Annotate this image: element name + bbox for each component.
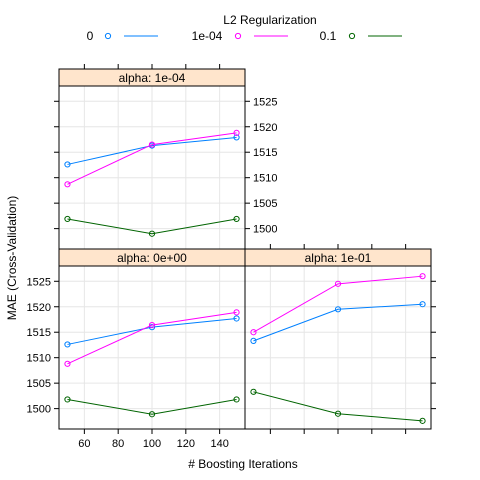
grid [59, 266, 245, 429]
y-tick-label: 1500 [253, 224, 277, 236]
data-point [64, 396, 71, 403]
data-point [148, 141, 156, 148]
series-1e-04 [250, 273, 426, 336]
x-tick-label: 80 [112, 438, 124, 450]
data-point [64, 360, 71, 367]
x-axis-title: # Boosting Iterations [188, 457, 297, 471]
strip-label: alpha: 1e-01 [305, 251, 372, 265]
series-1e-04 [64, 309, 240, 367]
series-0.1 [250, 388, 426, 424]
strip-label: alpha: 0e+00 [117, 251, 187, 265]
data-point [250, 388, 257, 395]
data-point [148, 321, 156, 329]
series-0 [64, 315, 240, 348]
data-point [334, 306, 342, 313]
legend-label: 0 [87, 29, 94, 43]
series-line [67, 398, 237, 415]
legend-label: 0.1 [320, 29, 337, 43]
series-0 [64, 134, 240, 168]
y-tick-label: 1510 [27, 353, 51, 365]
panel-alpha-1e-01: alpha: 1e-01 [244, 244, 436, 434]
data-point [233, 309, 240, 316]
y-tick-label: 1505 [253, 198, 277, 210]
legend-marker [234, 32, 242, 40]
series-line [67, 132, 237, 185]
grid [245, 266, 431, 429]
data-point [64, 161, 71, 168]
y-tick-label: 1525 [253, 96, 277, 108]
y-axis-title: MAE (Cross-Validation) [5, 196, 19, 320]
series-line [67, 136, 237, 165]
legend-marker [348, 32, 356, 40]
data-point [148, 411, 156, 418]
x-tick-label: 120 [177, 438, 195, 450]
legend-marker [104, 32, 112, 40]
data-point [419, 273, 426, 280]
legend-entry: 1e-04 [192, 29, 288, 43]
series-line [253, 303, 423, 342]
series-0.1 [64, 215, 240, 237]
data-point [233, 134, 240, 141]
data-point [233, 129, 240, 136]
data-point [148, 324, 156, 331]
panel-alpha-1e-04: alpha: 1e-04 1500 1505 1510 1515 1520 1525 [54, 64, 277, 250]
y-tick-label: 1510 [253, 173, 277, 185]
data-point [148, 230, 156, 237]
y-tick-label: 1505 [27, 378, 51, 390]
x-tick-label: 140 [210, 438, 228, 450]
x-tick-label: 100 [143, 438, 161, 450]
data-point [64, 341, 71, 348]
legend-entry: 0 [87, 29, 158, 43]
data-point [64, 181, 71, 188]
data-point [233, 396, 240, 403]
y-tick-label: 1520 [253, 122, 277, 134]
series-0.1 [64, 396, 240, 418]
panel-alpha-0e+00: alpha: 0e+00 60 80 100 120 140 1500 1505 1510 151… [27, 248, 246, 450]
legend: L2 Regularization 0 1e-04 0.1 [87, 13, 402, 43]
y-tick-label: 1500 [27, 404, 51, 416]
legend-title: L2 Regularization [223, 13, 316, 27]
data-point [419, 301, 426, 308]
legend-entry: 0.1 [320, 29, 402, 43]
data-point [250, 337, 257, 344]
series-line [67, 317, 237, 345]
data-point [233, 315, 240, 322]
data-point [250, 329, 257, 336]
y-tick-label: 1515 [253, 147, 277, 159]
series-0 [250, 301, 426, 344]
x-tick-label: 60 [78, 438, 90, 450]
data-point [233, 215, 240, 223]
series-1e-04 [64, 129, 240, 188]
series-line [67, 218, 237, 235]
y-tick-label: 1515 [27, 327, 51, 339]
series-line [253, 391, 423, 422]
y-tick-label: 1520 [27, 302, 51, 314]
legend-label: 1e-04 [192, 29, 223, 43]
data-point [419, 417, 426, 424]
strip-label: alpha: 1e-04 [119, 71, 186, 85]
grid [59, 86, 245, 249]
data-point [334, 280, 342, 287]
series-line [253, 275, 423, 333]
series-line [67, 311, 237, 365]
data-point [334, 410, 342, 417]
panels: alpha: 1e-01 alpha: 0e+00 60 80 100 120 140 150… [27, 64, 436, 450]
y-tick-label: 1525 [27, 276, 51, 288]
panel-frame [58, 85, 246, 250]
data-point [64, 215, 71, 223]
